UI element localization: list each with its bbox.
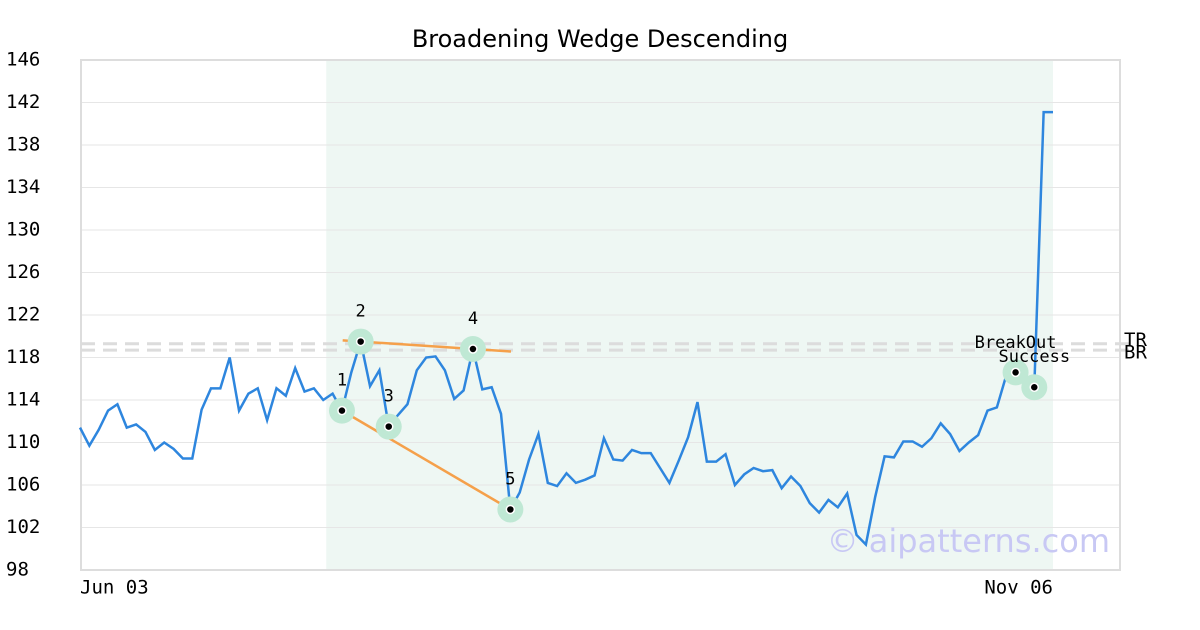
signal-label: Success bbox=[998, 347, 1070, 367]
level-label: TR bbox=[1124, 329, 1147, 351]
pattern-label: 1 bbox=[337, 371, 347, 391]
y-tick-label: 122 bbox=[6, 304, 40, 326]
watermark: © aipatterns.com bbox=[827, 522, 1110, 560]
y-tick-label: 130 bbox=[6, 219, 40, 241]
pattern-point bbox=[383, 421, 394, 432]
pattern-label: 5 bbox=[505, 469, 515, 489]
y-tick-label: 114 bbox=[6, 389, 40, 411]
x-tick-label: Jun 03 bbox=[80, 577, 149, 599]
y-tick-label: 142 bbox=[6, 91, 40, 113]
pattern-point bbox=[468, 344, 478, 354]
y-tick-label: 102 bbox=[6, 516, 40, 538]
plot-frame bbox=[80, 59, 1121, 571]
pattern-point bbox=[337, 405, 347, 416]
y-tick-label: 110 bbox=[6, 431, 40, 453]
signal-point bbox=[1010, 367, 1021, 378]
y-tick-label: 138 bbox=[6, 134, 40, 156]
price-line bbox=[78, 110, 1053, 548]
pattern-label: 2 bbox=[356, 302, 366, 322]
pattern-label: 4 bbox=[468, 309, 478, 329]
y-tick-label: 98 bbox=[6, 559, 29, 581]
pattern-point bbox=[505, 504, 516, 515]
pattern-point bbox=[355, 336, 366, 347]
y-tick-label: 134 bbox=[6, 176, 40, 198]
signal-label: BreakOut bbox=[975, 333, 1057, 353]
level-label: BR bbox=[1124, 342, 1147, 364]
signal-point bbox=[1029, 382, 1040, 392]
pattern-label: 3 bbox=[384, 387, 394, 407]
y-tick-label: 106 bbox=[6, 474, 40, 496]
x-tick-label: Nov 06 bbox=[984, 577, 1053, 599]
y-tick-label: 118 bbox=[6, 346, 40, 368]
chart-title: Broadening Wedge Descending bbox=[412, 25, 788, 53]
y-tick-label: 126 bbox=[6, 261, 40, 283]
y-tick-label: 146 bbox=[6, 49, 40, 71]
trend-line bbox=[341, 409, 511, 511]
